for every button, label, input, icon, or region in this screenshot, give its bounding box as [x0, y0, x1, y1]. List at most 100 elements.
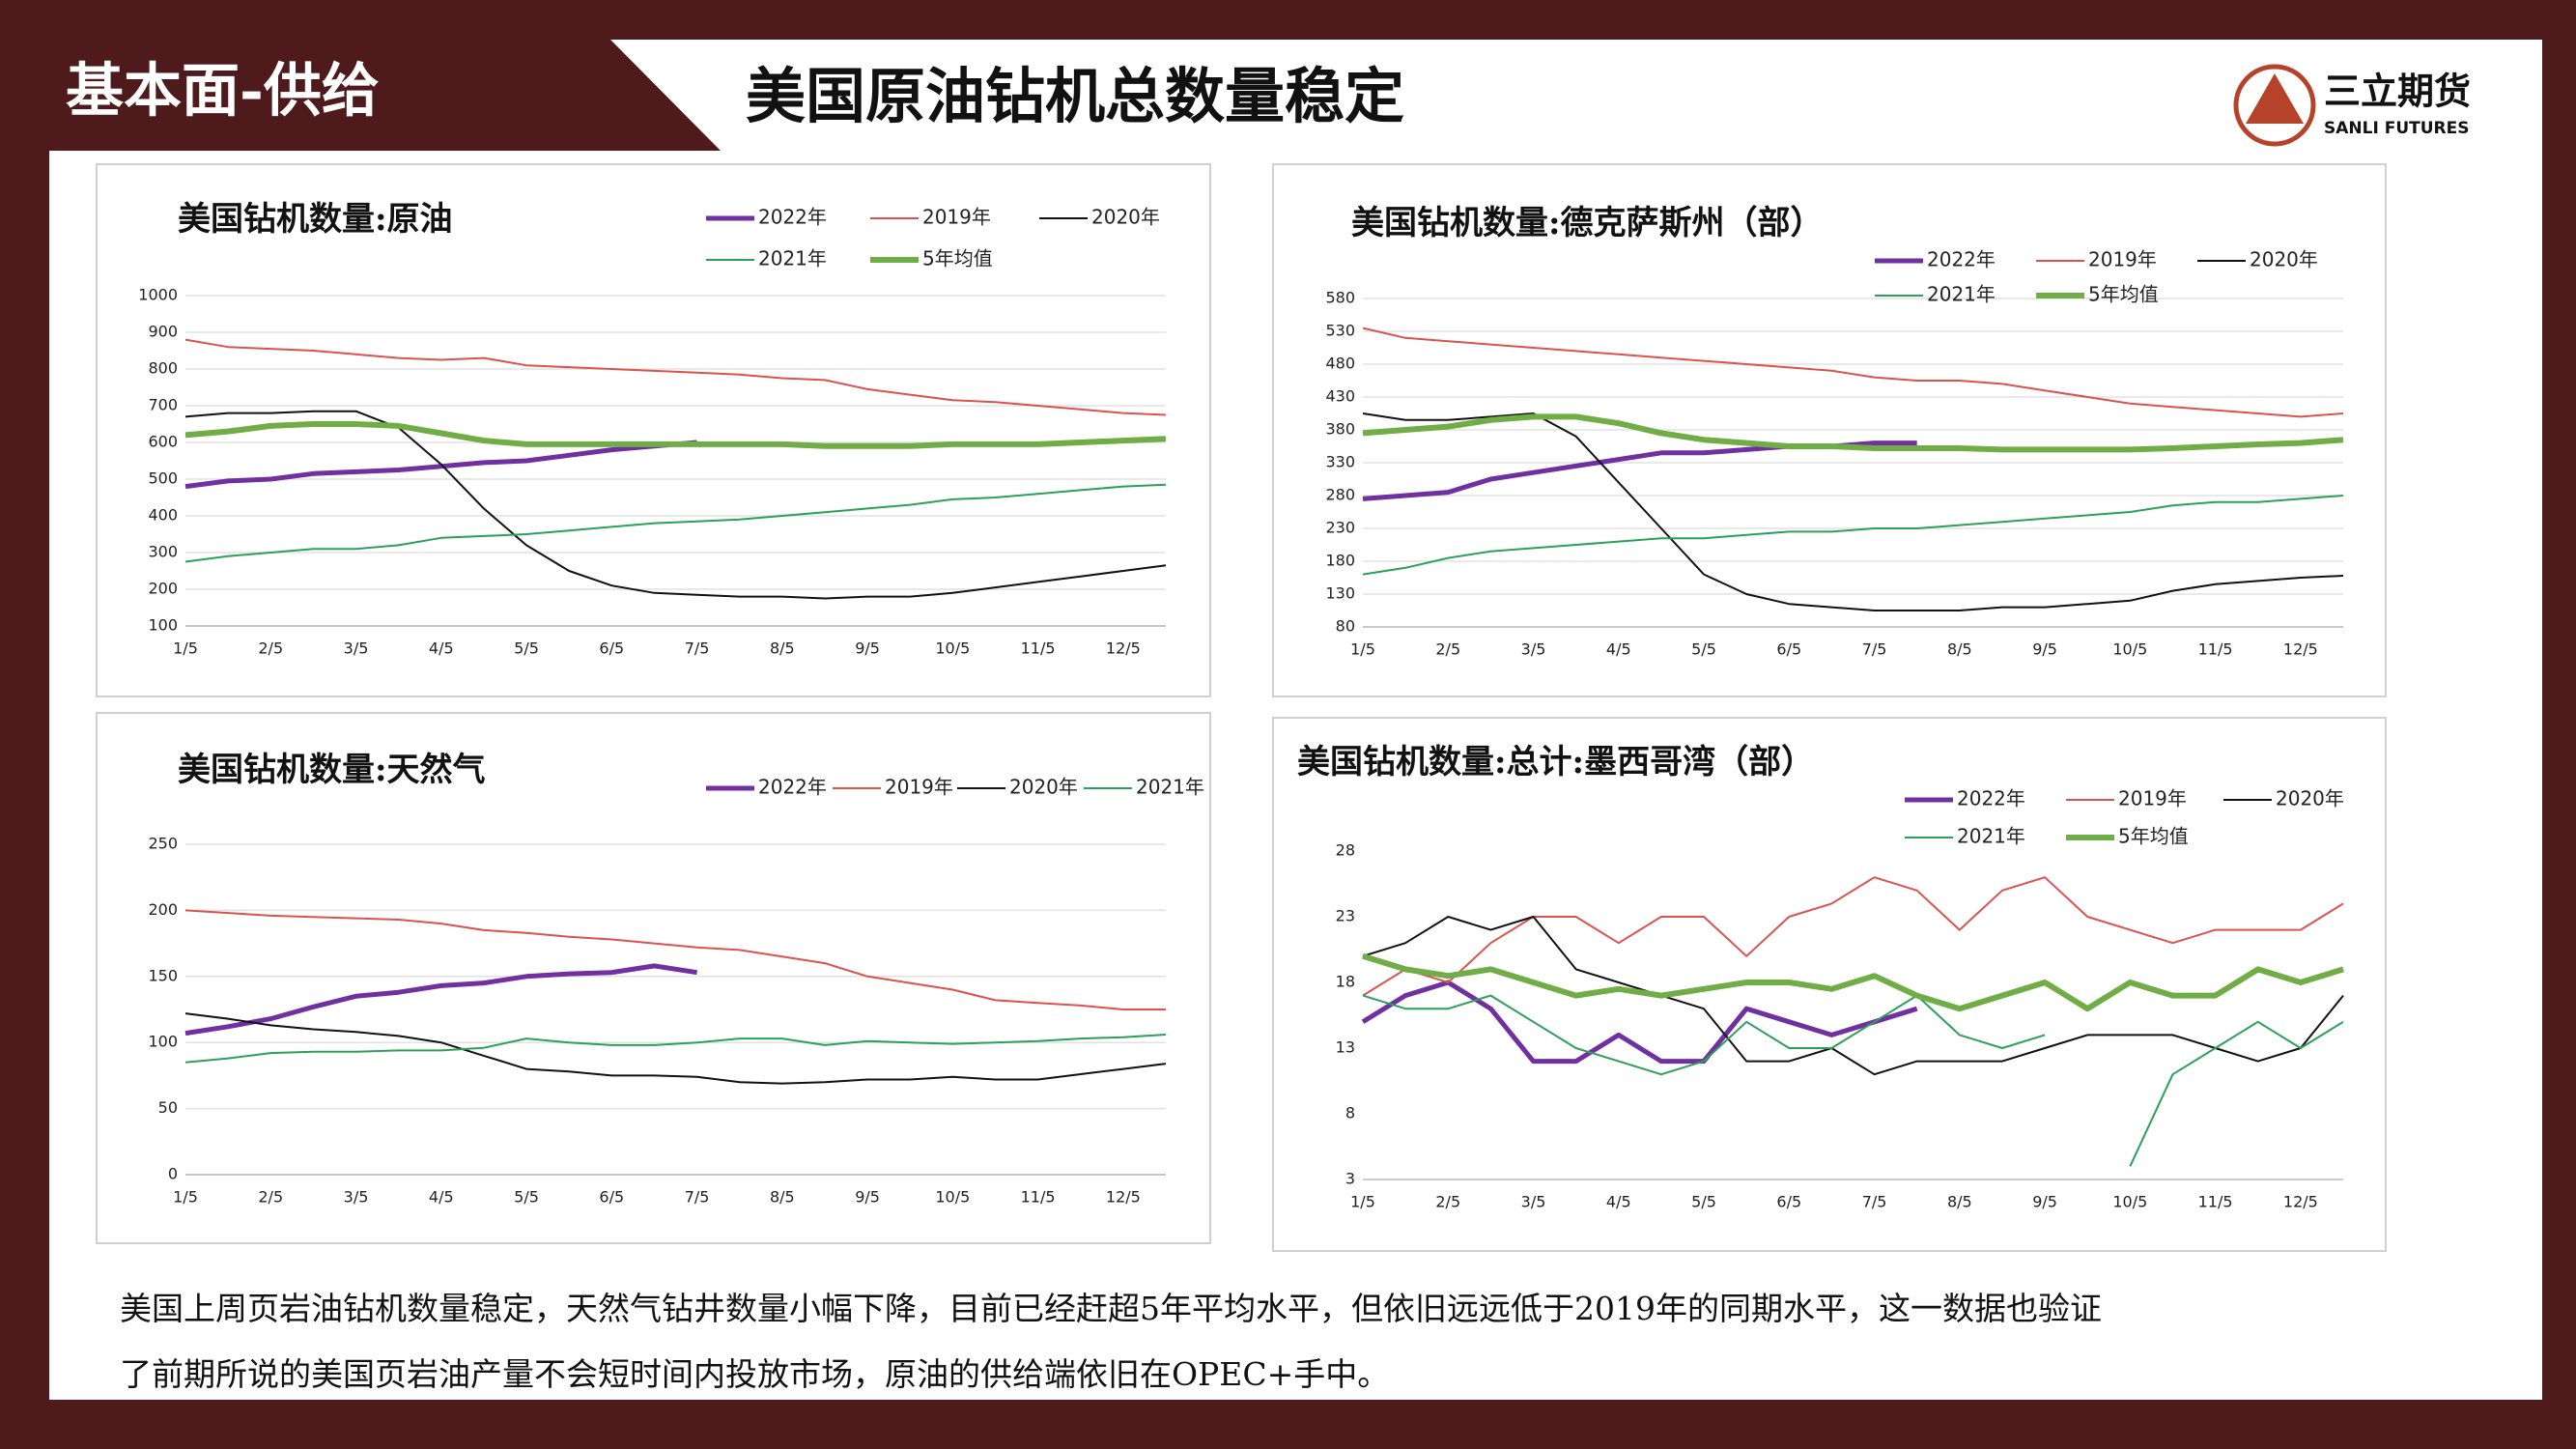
x-tick-label: 12/5 [2283, 640, 2318, 659]
legend-label: 5年均值 [922, 247, 993, 270]
series-line [1362, 495, 2344, 576]
section-label: 基本面-供给 [66, 58, 380, 126]
series-line [184, 963, 697, 1037]
x-tick-label: 10/5 [2112, 640, 2147, 659]
y-tick-label: 100 [148, 616, 178, 635]
legend-label: 2020年 [2276, 787, 2344, 810]
series-line [1362, 412, 2344, 611]
x-tick-label: 4/5 [429, 1188, 454, 1207]
x-tick-label: 3/5 [1521, 1193, 1546, 1211]
chart-frame [1272, 717, 2387, 1252]
y-tick-label: 580 [1325, 289, 1355, 307]
y-tick-label: 80 [1336, 617, 1355, 636]
chart-frame [96, 712, 1211, 1244]
y-tick-label: 13 [1336, 1038, 1355, 1057]
x-tick-label: 1/5 [173, 639, 198, 658]
x-tick-label: 10/5 [935, 639, 970, 658]
legend-label: 2021年 [1136, 776, 1204, 799]
x-tick-label: 3/5 [344, 639, 369, 658]
chart: 美国钻机数量:原油 100 200 300 400 500 600 700 800 900 1000… [96, 163, 1211, 697]
x-tick-label: 3/5 [1521, 640, 1546, 659]
y-tick-label: 0 [168, 1165, 178, 1183]
x-tick-label: 8/5 [770, 639, 795, 658]
x-tick-label: 11/5 [2198, 640, 2233, 659]
chart: 美国钻机数量:总计:墨西哥湾（部） 3 8 13 18 23 28 1/5 2/5 3/5 4/5 5… [1272, 717, 2387, 1252]
x-tick-label: 4/5 [1606, 640, 1631, 659]
series-line [1362, 916, 2344, 1076]
series-line [184, 440, 697, 490]
series-line [184, 1012, 1167, 1085]
y-tick-label: 3 [1345, 1170, 1355, 1188]
x-tick-label: 7/5 [1862, 640, 1887, 659]
x-tick-label: 10/5 [2112, 1193, 2147, 1211]
x-tick-label: 5/5 [514, 639, 539, 658]
x-tick-label: 12/5 [2283, 1193, 2318, 1211]
logo-ring [2233, 64, 2316, 147]
x-tick-label: 6/5 [1776, 1193, 1801, 1211]
x-tick-label: 2/5 [1435, 640, 1460, 659]
legend-label: 2022年 [1927, 248, 1996, 271]
legend-label: 2019年 [922, 206, 991, 229]
y-tick-label: 1000 [138, 286, 178, 304]
x-tick-label: 5/5 [1691, 640, 1716, 659]
x-tick-label: 12/5 [1106, 639, 1141, 658]
y-tick-label: 280 [1325, 486, 1355, 504]
logo-mountain [2246, 73, 2304, 124]
legend-label: 2020年 [2250, 248, 2318, 271]
chart-title: 美国钻机数量:总计:墨西哥湾（部） [1297, 743, 1814, 781]
x-tick-label: 7/5 [685, 1188, 710, 1207]
y-tick-label: 200 [148, 900, 178, 919]
x-tick-label: 1/5 [1350, 1193, 1375, 1211]
x-tick-label: 10/5 [935, 1188, 970, 1207]
y-tick-label: 480 [1325, 355, 1355, 373]
x-tick-label: 11/5 [1021, 1188, 1056, 1207]
x-tick-label: 9/5 [855, 639, 880, 658]
x-tick-label: 3/5 [344, 1188, 369, 1207]
logo-english: SANLI FUTURES [2324, 119, 2469, 138]
series-line [184, 1034, 1167, 1064]
chart-title: 美国钻机数量:德克萨斯州（部） [1351, 204, 1824, 242]
series-line [184, 909, 1166, 1010]
y-tick-label: 900 [148, 323, 178, 341]
series-line [1362, 327, 2344, 418]
series-line [184, 410, 1167, 600]
legend-label: 5年均值 [2088, 283, 2159, 306]
legend-label: 5年均值 [2118, 825, 2189, 848]
legend-label: 2021年 [758, 247, 827, 270]
x-tick-label: 11/5 [1021, 639, 1056, 658]
legend-label: 2021年 [1957, 825, 2025, 848]
chart: 美国钻机数量:德克萨斯州（部） 80 130 180 230 280 330 380 430 48… [1272, 163, 2387, 697]
y-tick-label: 18 [1336, 973, 1355, 991]
summary-line: 了前期所说的美国页岩油产量不会短时间内投放市场，原油的供给端依旧在OPEC+手中… [120, 1355, 1389, 1393]
series-line [184, 483, 1167, 563]
y-tick-label: 700 [148, 396, 178, 414]
series-line [1362, 994, 2344, 1167]
y-tick-label: 500 [148, 469, 178, 488]
y-tick-label: 200 [148, 580, 178, 598]
legend-label: 2019年 [2118, 787, 2187, 810]
x-tick-label: 1/5 [1350, 640, 1375, 659]
legend-label: 2020年 [1091, 206, 1160, 229]
y-tick-label: 400 [148, 506, 178, 525]
title-band [610, 40, 2542, 153]
x-tick-label: 4/5 [1606, 1193, 1631, 1211]
y-tick-label: 330 [1325, 453, 1355, 471]
x-tick-label: 2/5 [258, 1188, 283, 1207]
series-line [1362, 952, 2344, 1012]
y-tick-label: 50 [158, 1098, 178, 1117]
x-tick-label: 8/5 [1947, 1193, 1972, 1211]
y-tick-label: 530 [1325, 322, 1355, 340]
logo: 三立期货 SANLI FUTURES [2233, 64, 2471, 147]
x-tick-label: 2/5 [258, 639, 283, 658]
x-tick-label: 12/5 [1106, 1188, 1141, 1207]
x-tick-label: 2/5 [1435, 1193, 1460, 1211]
legend-label: 2022年 [758, 206, 827, 229]
y-tick-label: 600 [148, 433, 178, 451]
y-tick-label: 23 [1336, 907, 1355, 925]
legend-label: 2020年 [1009, 776, 1078, 799]
x-tick-label: 5/5 [514, 1188, 539, 1207]
x-tick-label: 9/5 [2032, 640, 2057, 659]
x-tick-label: 11/5 [2198, 1193, 2233, 1211]
y-tick-label: 230 [1325, 519, 1355, 537]
